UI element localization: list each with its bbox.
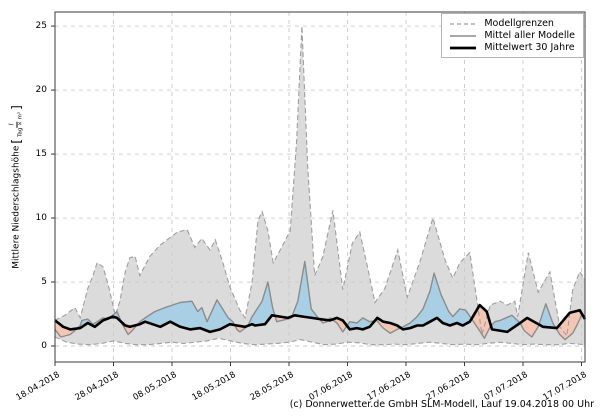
- y-axis-label-text: Mittlere Niederschlagshöhe: [11, 145, 21, 269]
- legend-item-mittelwert-30-jahre: Mittelwert 30 Jahre: [449, 42, 575, 53]
- legend-item-modellgrenzen: Modellgrenzen: [449, 18, 575, 29]
- y-tick-label: 5: [41, 276, 47, 287]
- y-axis-label: Mittlere Niederschlagshöhe [ l Tag × m² …: [7, 105, 24, 269]
- y-tick-label: 20: [35, 84, 47, 95]
- legend-label-modellgrenzen: Modellgrenzen: [484, 18, 554, 29]
- unit-bracket-open: [: [9, 138, 23, 144]
- thick-black-line-icon: [450, 46, 477, 49]
- y-tick-label: 10: [35, 212, 47, 223]
- legend-label-mittel-aller-modelle: Mittel aller Modelle: [484, 30, 575, 41]
- footer-copyright: (c) Donnerwetter.de GmbH SLM-Modell, Lau…: [289, 399, 594, 410]
- dashed-gray-line-icon: [450, 22, 477, 25]
- y-tick-label: 25: [35, 20, 47, 31]
- legend-label-mittelwert-30-jahre: Mittelwert 30 Jahre: [484, 42, 575, 53]
- unit-fraction: l Tag × m²: [7, 111, 24, 137]
- y-tick-label: 15: [35, 148, 47, 159]
- solid-gray-line-icon: [450, 34, 477, 37]
- legend-item-mittel-aller-modelle: Mittel aller Modelle: [449, 30, 575, 41]
- y-tick-label: 0: [41, 340, 47, 351]
- unit-denominator: Tag × m²: [17, 111, 23, 137]
- legend: Modellgrenzen Mittel aller Modelle Mitte…: [441, 13, 584, 58]
- unit-numerator: l: [7, 121, 17, 128]
- unit-bracket-close: ]: [9, 105, 23, 110]
